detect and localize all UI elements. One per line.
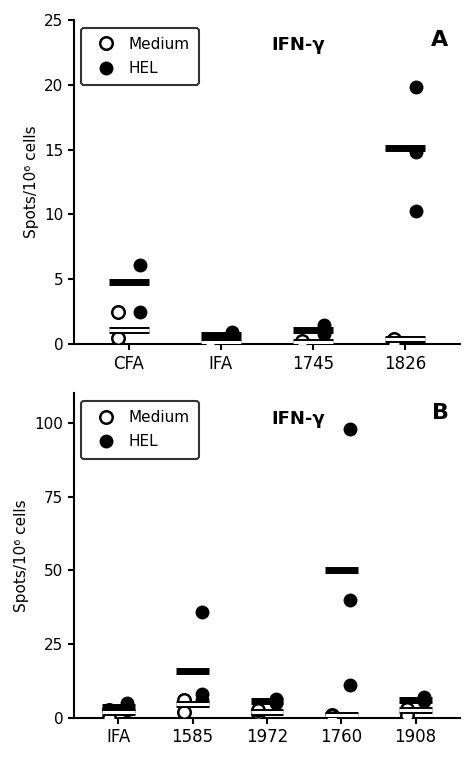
Legend: Medium, HEL: Medium, HEL — [82, 27, 199, 85]
Text: B: B — [431, 403, 448, 423]
Text: IFN-γ: IFN-γ — [271, 410, 325, 428]
Y-axis label: Spots/10⁶ cells: Spots/10⁶ cells — [24, 125, 38, 239]
Legend: Medium, HEL: Medium, HEL — [82, 401, 199, 458]
Text: IFN-γ: IFN-γ — [271, 36, 325, 54]
Text: A: A — [431, 30, 448, 49]
Y-axis label: Spots/10⁶ cells: Spots/10⁶ cells — [14, 499, 29, 612]
